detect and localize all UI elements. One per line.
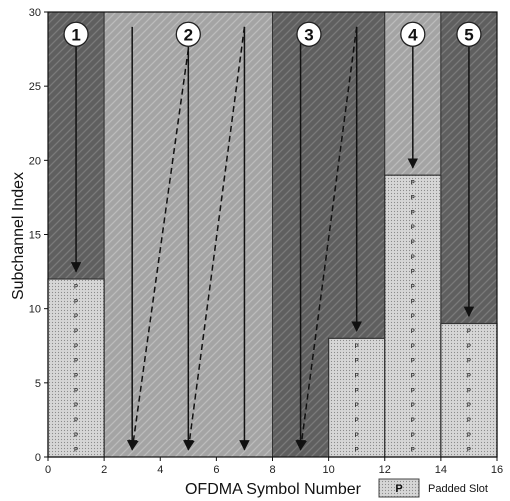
x-tick-label: 2 [101, 464, 107, 476]
padded-slot-marker: P [411, 255, 415, 261]
legend-marker [378, 478, 420, 498]
region-label-circle-4 [400, 21, 426, 47]
padded-slot-marker: P [467, 359, 471, 365]
padded-slot-marker: P [355, 418, 359, 424]
padded-slot-marker: P [355, 388, 359, 394]
padded-slot-marker: P [411, 210, 415, 216]
x-axis-label: OFDMA Symbol Number [185, 481, 362, 498]
padded-slot-marker: P [74, 359, 78, 365]
x-tick-label: 12 [379, 464, 391, 476]
y-tick-label: 25 [29, 81, 41, 93]
padded-slot-bar-3 [384, 174, 442, 458]
padded-slot-marker: P [74, 284, 78, 290]
padded-slot-marker: P [467, 344, 471, 350]
padded-slot-marker: P [355, 344, 359, 350]
padded-slot-bar-4 [440, 322, 498, 458]
padded-slot-marker: P [355, 403, 359, 409]
region-label-circle-5 [456, 21, 482, 47]
padded-slot-bar-2 [328, 337, 386, 458]
region-labels-layer: 1 2 3 4 5 [63, 21, 482, 47]
region-label-circle-2 [175, 21, 201, 47]
padded-slot-marker: P [411, 418, 415, 424]
y-tick-label: 10 [29, 304, 41, 316]
padded-slot-marker: P [411, 284, 415, 290]
padded-slot-marker: P [467, 388, 471, 394]
padded-slot-marker: P [467, 418, 471, 424]
padded-slot-marker: P [411, 240, 415, 246]
padded-slot-marker: P [74, 403, 78, 409]
legend: P Padded Slot [378, 478, 488, 498]
region-label-2: 2 [184, 25, 193, 44]
padded-slot-marker: P [355, 433, 359, 439]
padded-slot-marker: P [411, 359, 415, 365]
padded-slot-marker: P [467, 433, 471, 439]
x-tick-label: 10 [323, 464, 335, 476]
x-tick-label: 6 [213, 464, 219, 476]
padded-slot-marker: P [411, 448, 415, 454]
padded-slot-marker: P [74, 373, 78, 379]
padded-slot-marker: P [411, 270, 415, 276]
legend-marker-symbol: P [395, 483, 402, 495]
padded-slot-marker: P [411, 433, 415, 439]
region-label-circle-1 [63, 21, 89, 47]
y-axis-label: Subchannel Index [10, 172, 27, 300]
x-tick-label: 0 [45, 464, 51, 476]
padded-slot-marker: P [411, 329, 415, 335]
padded-slot-marker: P [411, 314, 415, 320]
padded-slot-marker: P [411, 403, 415, 409]
y-tick-label: 5 [35, 378, 41, 390]
dashed-arrow-9 [296, 26, 358, 451]
region-label-5: 5 [464, 25, 473, 44]
x-tick-label: 4 [157, 464, 163, 476]
padded-slots-layer: P P P P P P P P P P P P P P P P P P P P P P P P P P P P P P P P P P P P P P P P… [47, 174, 498, 458]
padded-slot-marker: P [411, 225, 415, 231]
padded-slot-marker: P [74, 418, 78, 424]
padded-slot-marker: P [411, 388, 415, 394]
x-tick-label: 14 [435, 464, 447, 476]
padded-slot-marker: P [74, 433, 78, 439]
padded-slot-bar-1 [47, 278, 105, 458]
region-label-circle-3 [296, 21, 322, 47]
padded-slot-marker: P [467, 329, 471, 335]
padded-slot-marker: P [355, 373, 359, 379]
y-tick-label: 30 [29, 7, 41, 19]
dashed-arrow-6 [184, 26, 246, 451]
region-label-1: 1 [71, 25, 80, 44]
x-tick-label: 8 [269, 464, 275, 476]
padded-slot-marker: P [467, 403, 471, 409]
region-label-4: 4 [408, 25, 418, 44]
padded-slot-marker: P [74, 388, 78, 394]
padded-slot-marker: P [355, 448, 359, 454]
region-label-3: 3 [304, 25, 313, 44]
padded-slot-marker: P [411, 181, 415, 187]
padded-slot-marker: P [467, 448, 471, 454]
x-tick-label: 16 [491, 464, 503, 476]
arrows-layer [70, 26, 475, 451]
y-tick-label: 20 [29, 155, 41, 167]
padded-slot-marker: P [411, 195, 415, 201]
padded-slot-marker: P [411, 373, 415, 379]
y-tick-label: 15 [29, 230, 41, 242]
dashed-arrow-5 [128, 48, 190, 451]
padded-slot-marker: P [411, 299, 415, 305]
padded-slot-marker: P [74, 329, 78, 335]
padded-slot-marker: P [74, 448, 78, 454]
padded-slot-marker: P [355, 359, 359, 365]
padded-slot-marker: P [74, 299, 78, 305]
padded-slot-marker: P [74, 314, 78, 320]
padded-slot-marker: P [411, 344, 415, 350]
legend-label: Padded Slot [428, 483, 488, 495]
padded-slot-marker: P [467, 373, 471, 379]
padded-slot-marker: P [74, 344, 78, 350]
y-tick-label: 0 [35, 452, 41, 464]
